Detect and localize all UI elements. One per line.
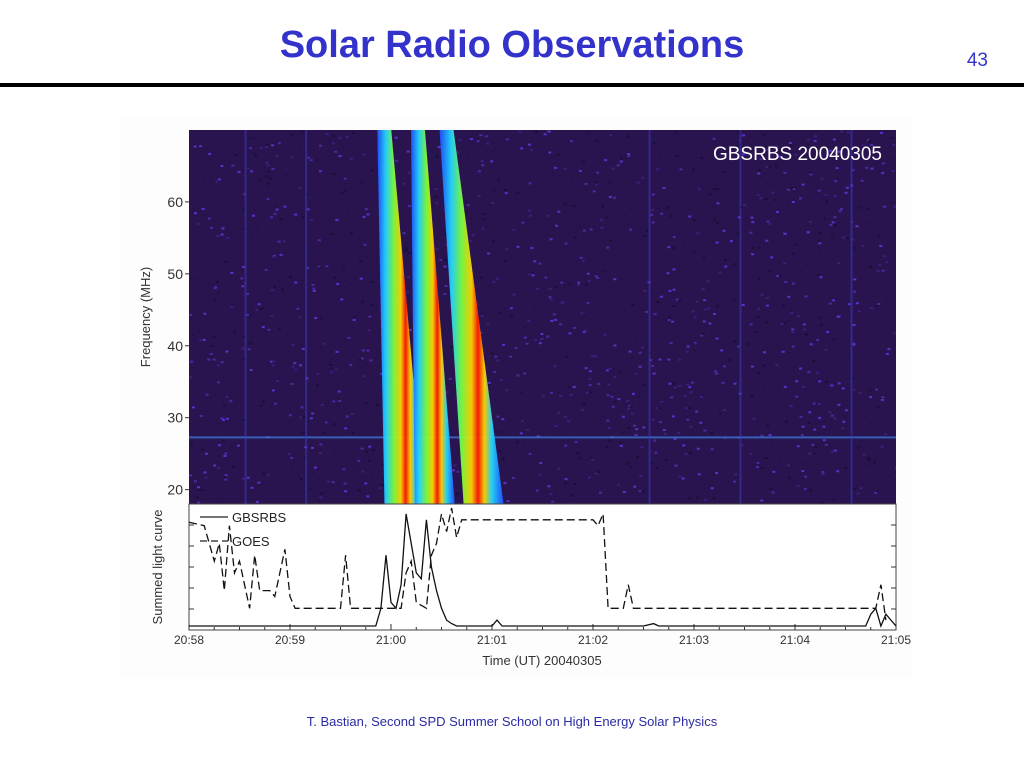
legend-gbsrbs-label: GBSRBS	[232, 510, 287, 525]
light-curve-ticks	[188, 524, 897, 630]
burst-2	[410, 130, 455, 504]
light-curve-lines	[188, 507, 897, 628]
vertical-streak	[648, 130, 651, 504]
time-axis-tick-labels: 20:58 20:59 21:00 21:01 21:02 21:03 21:04 21:05	[174, 633, 911, 647]
spectrogram-noise	[189, 130, 896, 504]
freq-tick-label: 20	[167, 482, 183, 498]
time-tick-label: 20:59	[275, 633, 305, 647]
burst-3	[439, 130, 504, 504]
frequency-axis-label: Frequency (MHz)	[138, 267, 153, 367]
vertical-streak	[305, 130, 308, 504]
light-curve-legend: GBSRBS GOES	[200, 510, 287, 549]
freq-tick-label: 40	[167, 338, 183, 354]
slide-footer: T. Bastian, Second SPD Summer School on …	[306, 714, 718, 729]
light-curve-axis-label: Summed light curve	[150, 510, 165, 625]
vertical-streak	[850, 130, 853, 504]
freq-tick-label: 60	[167, 194, 183, 210]
spectrogram-title: GBSRBS 20040305	[713, 144, 882, 165]
series-goes-line	[188, 507, 887, 621]
time-axis-label: Time (UT) 20040305	[482, 653, 601, 668]
spectrogram-background	[189, 130, 896, 504]
frequency-axis-ticks: 20 30 40 50 60	[167, 194, 189, 498]
vertical-streak	[244, 130, 247, 504]
burst-1	[377, 130, 425, 504]
vertical-streak	[739, 130, 742, 504]
slide-number: 43	[966, 50, 988, 71]
time-tick-label: 21:02	[578, 633, 608, 647]
light-curve-frame	[188, 503, 897, 631]
title-divider	[0, 83, 1024, 87]
figure-svg: GBSRBS 20040305 20 30 40 50 60 Frequency (MH…	[138, 130, 911, 668]
interference-band	[189, 436, 896, 439]
time-tick-label: 21:04	[780, 633, 810, 647]
time-tick-label: 21:05	[881, 633, 911, 647]
time-tick-label: 21:01	[477, 633, 507, 647]
figure-panel: GBSRBS 20040305 20 30 40 50 60 Frequency (MH…	[120, 118, 912, 678]
time-tick-label: 21:00	[376, 633, 406, 647]
slide-title: Solar Radio Observations	[279, 24, 745, 66]
freq-tick-label: 30	[167, 410, 183, 426]
spectrogram-bursts	[377, 130, 504, 504]
series-gbsrbs-line	[189, 513, 897, 628]
legend-goes-label: GOES	[232, 534, 270, 549]
time-tick-label: 20:58	[174, 633, 204, 647]
freq-tick-label: 50	[167, 266, 183, 282]
time-tick-label: 21:03	[679, 633, 709, 647]
